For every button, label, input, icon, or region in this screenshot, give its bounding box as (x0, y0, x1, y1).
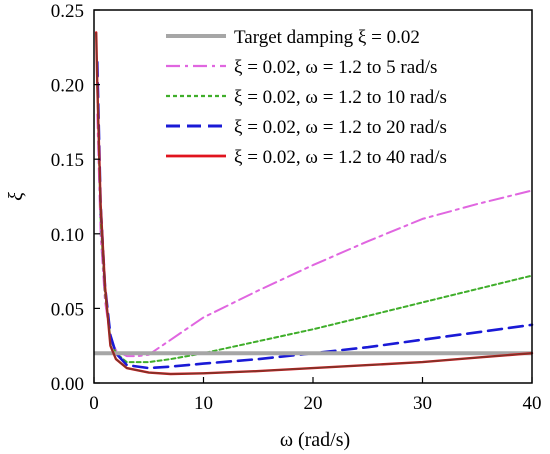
legend-label-3: ξ = 0.02, ω = 1.2 to 10 rad/s (234, 87, 447, 108)
ticks-layer: 0 10 20 30 40 0.00 0.05 0.10 0.15 0.20 0.25 (51, 1, 542, 414)
legend-label-4: ξ = 0.02, ω = 1.2 to 20 rad/s (234, 117, 447, 138)
overlay-line (95, 32, 533, 375)
x-tick-label: 40 (523, 393, 542, 414)
y-tick-label: 0.05 (51, 299, 84, 320)
y-axis-label: ξ (5, 192, 27, 201)
x-tick-label: 0 (89, 393, 99, 414)
y-tick-label: 0.00 (51, 374, 84, 395)
x-tick-label: 30 (413, 393, 432, 414)
y-tick-label: 0.10 (51, 225, 84, 246)
x-tick-label: 20 (304, 393, 323, 414)
x-tick-label: 10 (194, 393, 213, 414)
y-tick-label: 0.25 (51, 1, 84, 22)
legend-label-1: Target damping ξ = 0.02 (234, 27, 420, 48)
y-tick-label: 0.20 (51, 76, 84, 97)
y-tick-label: 0.15 (51, 150, 84, 171)
legend-label-2: ξ = 0.02, ω = 1.2 to 5 rad/s (234, 57, 437, 78)
legend-label-5: ξ = 0.02, ω = 1.2 to 40 rad/s (234, 147, 447, 168)
series-layer (94, 31, 534, 376)
x-axis-label: ω (rad/s) (280, 429, 350, 451)
legend: Target damping ξ = 0.02 ξ = 0.02, ω = 1.2… (166, 27, 447, 168)
series-line-5 (94, 31, 534, 376)
series-line-4 (96, 60, 534, 370)
